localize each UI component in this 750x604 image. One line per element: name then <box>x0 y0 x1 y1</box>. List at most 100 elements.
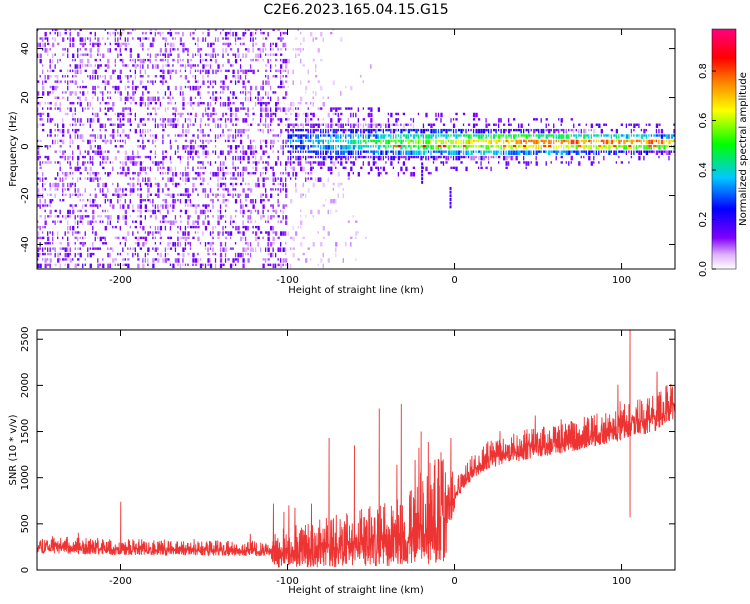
heatmap-cell <box>74 252 76 258</box>
heatmap-cell <box>385 128 388 132</box>
heatmap-cell <box>202 69 204 73</box>
heatmap-cell <box>280 107 282 112</box>
heatmap-cell <box>197 258 199 263</box>
heatmap-cell <box>82 193 84 196</box>
heatmap-cell <box>167 258 170 261</box>
heatmap-cell <box>615 150 618 155</box>
heatmap-cell <box>518 139 521 145</box>
heatmap-cell <box>152 258 155 263</box>
heatmap-cell <box>114 145 117 148</box>
heatmap-cell <box>94 177 97 180</box>
heatmap-cell <box>300 150 302 153</box>
heatmap-cell <box>44 155 47 159</box>
heatmap-cell <box>565 161 567 164</box>
heatmap-cell <box>269 42 272 48</box>
heatmap-cell <box>615 134 618 139</box>
heatmap-streak <box>421 162 424 166</box>
heatmap-cell <box>254 53 258 58</box>
heatmap-cell <box>302 139 304 145</box>
heatmap-cell <box>285 161 288 166</box>
heatmap-cell <box>172 220 175 226</box>
heatmap-cell <box>285 58 288 64</box>
heatmap-cell <box>274 161 278 166</box>
heatmap-cell <box>352 150 354 155</box>
heatmap-cell <box>234 182 238 186</box>
heatmap-cell <box>159 209 162 215</box>
heatmap-cell <box>59 80 62 83</box>
heatmap-cell <box>267 53 269 56</box>
heatmap-cell <box>242 215 244 218</box>
heatmap-cell <box>139 42 143 48</box>
heatmap-cell <box>633 145 635 150</box>
heatmap-cell <box>410 139 413 143</box>
heatmap-cell <box>49 258 52 263</box>
heatmap-cell <box>580 128 582 134</box>
heatmap-cell <box>69 204 72 207</box>
heatmap-cell <box>653 150 655 153</box>
heatmap-cell <box>47 101 50 105</box>
heatmap-cell <box>482 145 485 148</box>
heatmap-cell <box>139 161 143 166</box>
heatmap-cell <box>392 155 396 161</box>
heatmap-cell <box>668 134 670 139</box>
heatmap-cell <box>405 128 407 132</box>
heatmap-cell <box>207 29 210 32</box>
heatmap-cell <box>52 85 55 91</box>
heatmap-cell <box>104 242 107 245</box>
heatmap-cell <box>114 31 116 37</box>
heatmap-cell <box>455 134 458 139</box>
heatmap-cell <box>432 155 436 161</box>
heatmap-cell <box>310 209 313 215</box>
heatmap-cell <box>322 236 325 240</box>
heatmap-cell <box>530 128 532 132</box>
heatmap-cell <box>563 134 565 139</box>
heatmap-cell <box>137 236 140 242</box>
heatmap-cell <box>305 123 308 126</box>
heatmap-cell <box>229 134 232 137</box>
heatmap-cell <box>650 150 654 153</box>
heatmap-cell <box>477 150 481 153</box>
heatmap-cell <box>460 128 463 134</box>
heatmap-cell <box>74 193 77 196</box>
heatmap-cell <box>405 150 408 155</box>
heatmap-cell <box>162 161 164 166</box>
heatmap-cell <box>257 177 259 182</box>
heatmap-cell <box>272 53 275 56</box>
heatmap-cell <box>257 182 260 188</box>
heatmap-cell <box>450 118 452 123</box>
heatmap-cell <box>227 188 229 193</box>
heatmap-cell <box>655 128 658 134</box>
heatmap-cell <box>214 69 218 75</box>
heatmap-cell <box>52 29 54 32</box>
heatmap-cell <box>189 150 193 155</box>
heatmap-cell <box>129 161 132 164</box>
heatmap-cell <box>257 242 259 247</box>
heatmap-cell <box>169 75 172 80</box>
heatmap-cell <box>149 225 152 229</box>
heatmap-cell <box>167 101 170 105</box>
heatmap-cell <box>92 172 95 175</box>
heatmap-cell <box>52 91 55 94</box>
heatmap-cell <box>82 134 84 139</box>
heatmap-cell <box>578 128 580 134</box>
heatmap-cell <box>214 112 218 116</box>
heatmap-cell <box>297 225 299 229</box>
heatmap-cell <box>242 236 244 240</box>
heatmap-cell <box>67 263 70 269</box>
heatmap-cell <box>242 209 245 215</box>
heatmap-cell <box>310 128 312 134</box>
heatmap-cell <box>269 64 272 69</box>
heatmap-cell <box>49 48 51 51</box>
heatmap-cell <box>558 139 560 143</box>
heatmap-cell <box>152 107 155 110</box>
heatmap-cell <box>593 145 595 148</box>
heatmap-cell <box>515 139 518 145</box>
heatmap-cell <box>249 123 253 126</box>
heatmap-cell <box>525 139 527 145</box>
heatmap-cell <box>277 123 280 126</box>
heatmap-cell <box>600 128 603 134</box>
heatmap-cell <box>187 209 189 213</box>
heatmap-cell <box>252 42 254 48</box>
heatmap-cell <box>49 85 52 89</box>
heatmap-cell <box>292 236 295 242</box>
